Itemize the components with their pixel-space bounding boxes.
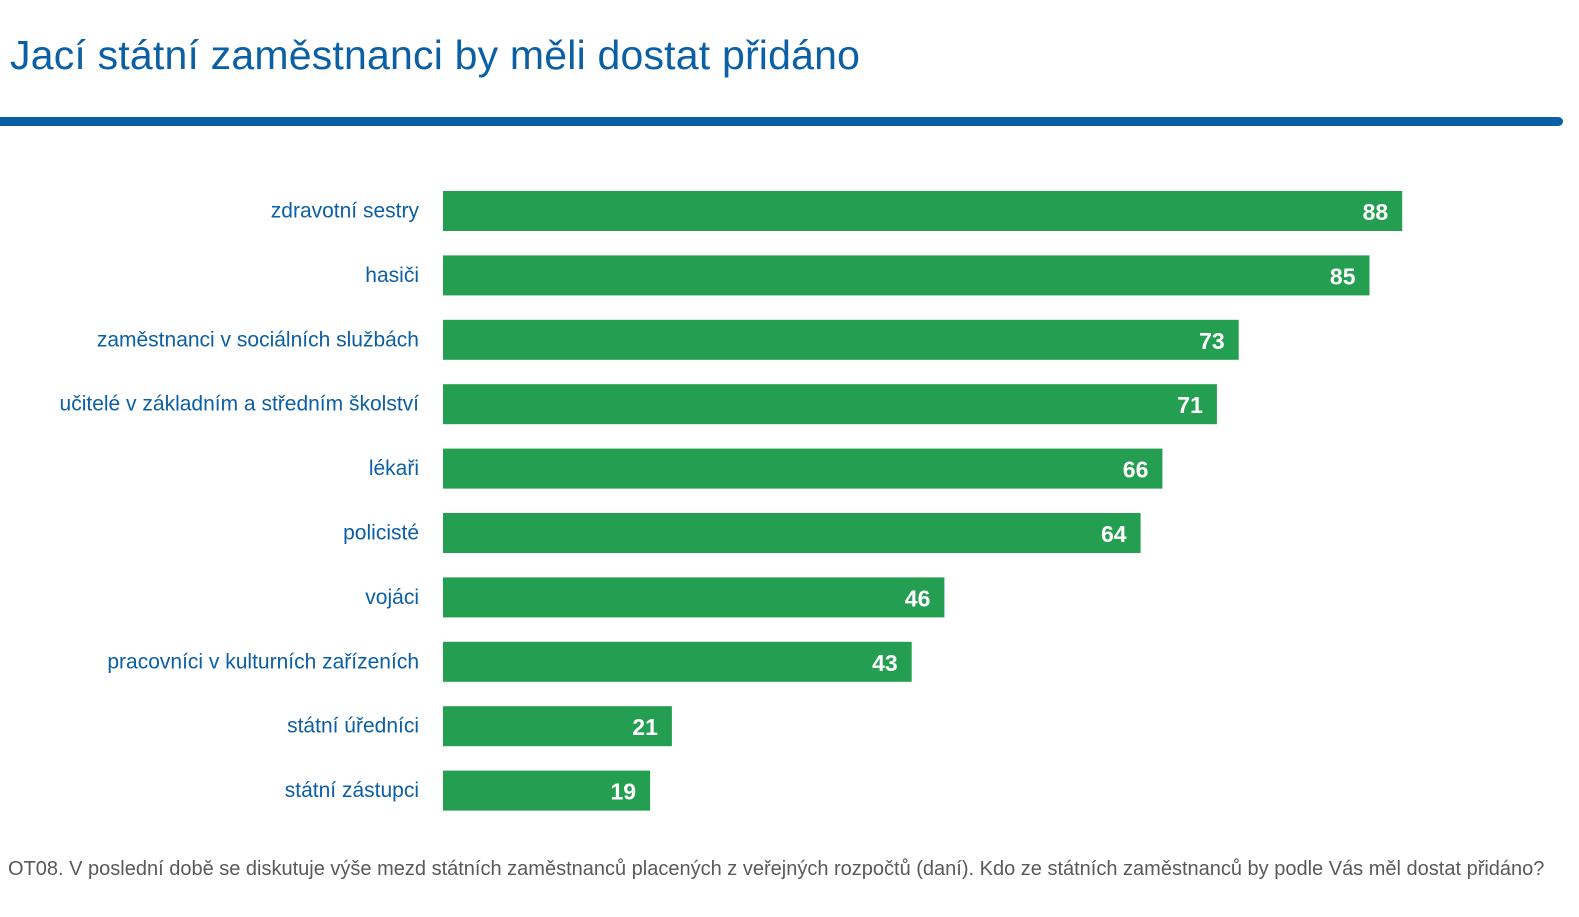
category-label: policisté: [343, 522, 419, 545]
value-label: 21: [632, 714, 658, 740]
bar: [443, 191, 1403, 231]
bar-row: státní zástupci 19: [285, 770, 651, 811]
bar: [443, 319, 1239, 360]
bar-row: policisté 64: [343, 513, 1141, 553]
bar: [443, 577, 945, 618]
category-label: pracovníci v kulturních zařízeních: [107, 650, 419, 673]
bar-row: hasiči 85: [365, 255, 1370, 296]
question-footnote: OT08. V poslední době se diskutuje výše …: [8, 858, 1545, 880]
bar-row: zdravotní sestry 88: [271, 191, 1403, 231]
value-label: 19: [611, 779, 637, 805]
category-label: hasiči: [365, 264, 419, 287]
bar-row: státní úředníci 21: [287, 706, 672, 747]
category-label: zdravotní sestry: [271, 200, 420, 223]
value-label: 66: [1123, 457, 1149, 483]
bar: [443, 384, 1217, 425]
category-label: lékaři: [369, 457, 419, 480]
value-label: 46: [905, 585, 931, 611]
category-label: učitelé v základním a středním školství: [60, 393, 420, 416]
value-label: 73: [1199, 328, 1225, 354]
bar-row: zaměstnanci v sociálních službách 73: [97, 319, 1239, 360]
chart-title: Jací státní zaměstnanci by měli dostat p…: [10, 32, 861, 78]
bar: [443, 641, 912, 682]
category-label: státní úředníci: [287, 715, 419, 738]
bar-row: pracovníci v kulturních zařízeních 43: [107, 641, 912, 682]
bar: [443, 706, 672, 747]
value-label: 85: [1330, 263, 1356, 289]
bar: [443, 448, 1163, 489]
category-label: státní zástupci: [285, 779, 419, 802]
bar-row: vojáci 46: [365, 577, 945, 618]
bar: [443, 513, 1141, 553]
title-divider: [0, 117, 1563, 126]
value-label: 88: [1363, 199, 1389, 225]
category-label: vojáci: [365, 586, 419, 609]
bar-chart: zdravotní sestry 88 hasiči 85 zaměstnanci v …: [60, 191, 1403, 811]
category-label: zaměstnanci v sociálních službách: [97, 328, 419, 351]
bar-row: lékaři 66: [369, 448, 1163, 489]
value-label: 64: [1101, 521, 1127, 547]
bar-row: učitelé v základním a středním školství 7…: [60, 384, 1217, 425]
value-label: 43: [872, 650, 898, 676]
value-label: 71: [1177, 392, 1203, 418]
bar: [443, 770, 651, 811]
bar: [443, 255, 1370, 296]
